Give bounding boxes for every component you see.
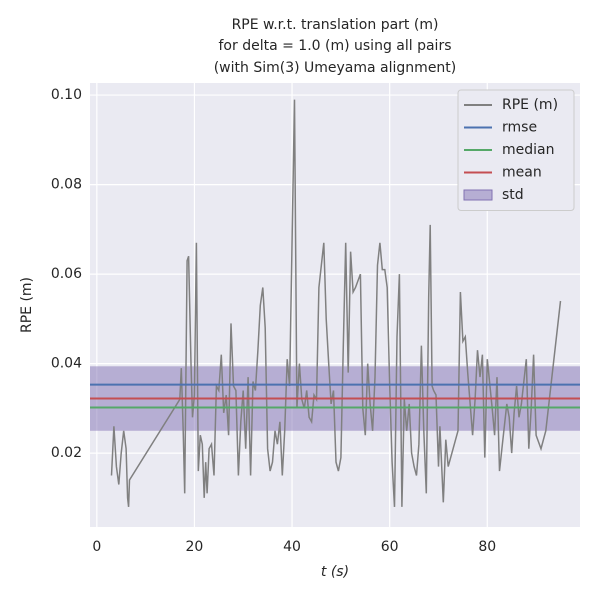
chart-title: RPE w.r.t. translation part (m) xyxy=(232,17,439,33)
y-axis-label: RPE (m) xyxy=(19,277,35,333)
y-tick-label: 0.08 xyxy=(51,177,82,193)
y-tick-label: 0.04 xyxy=(51,356,82,372)
legend-label: rmse xyxy=(502,120,537,136)
x-tick-label: 80 xyxy=(478,539,496,555)
legend-label: std xyxy=(502,187,524,203)
legend-label: RPE (m) xyxy=(502,97,558,113)
x-axis-label: t (s) xyxy=(321,564,349,580)
x-tick-label: 0 xyxy=(92,539,101,555)
x-tick-label: 40 xyxy=(283,539,301,555)
legend-swatch xyxy=(463,189,493,201)
x-tick-label: 20 xyxy=(186,539,204,555)
legend-box xyxy=(457,89,575,211)
series-line xyxy=(110,99,562,507)
y-tick-label: 0.02 xyxy=(51,445,82,461)
chart-title: (with Sim(3) Umeyama alignment) xyxy=(214,60,457,76)
y-tick-label: 0.06 xyxy=(51,266,82,282)
legend-label: mean xyxy=(502,165,542,181)
x-tick-label: 60 xyxy=(381,539,399,555)
legend-label: median xyxy=(502,142,554,158)
chart-title: for delta = 1.0 (m) using all pairs xyxy=(219,38,452,54)
y-tick-label: 0.10 xyxy=(51,87,82,103)
